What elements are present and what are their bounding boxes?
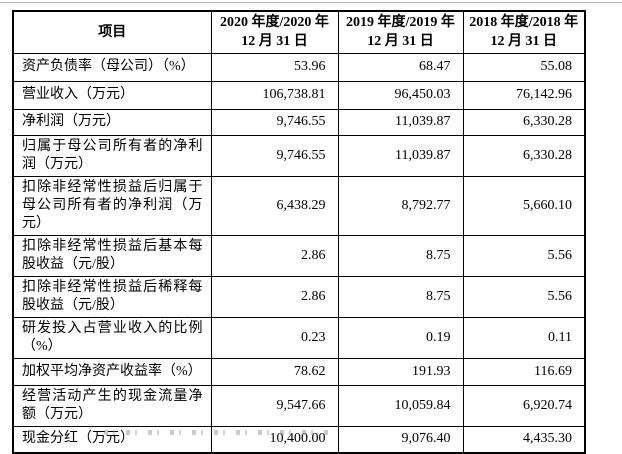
financial-indicators-table: 项目 2020 年度/2020 年 12 月 31 日 2019 年度/2019…	[12, 10, 586, 454]
row-item-label: 归属于母公司所有者的净利润（万元）	[12, 134, 212, 177]
value-2020: 2.86	[210, 275, 339, 318]
value-2019: 8.75	[337, 234, 464, 277]
value-2019: 191.93	[337, 357, 464, 386]
value-2020: 78.62	[210, 357, 339, 386]
row-item-label: 研发投入占营业收入的比例（%）	[12, 316, 212, 359]
table-row: 扣除非经常性损益后归属于母公司所有者的净利润（万元） 6,438.29 8,79…	[12, 175, 586, 236]
value-2020: 9,547.66	[210, 384, 339, 427]
column-header-2019: 2019 年度/2019 年 12 月 31 日	[337, 10, 464, 54]
value-2019: 8,792.77	[337, 175, 464, 236]
table-row: 营业收入（万元） 106,738.81 96,450.03 76,142.96	[12, 80, 586, 110]
row-item-label: 扣除非经常性损益后稀释每股收益（元/股）	[12, 275, 212, 318]
row-item-label: 营业收入（万元）	[12, 80, 212, 110]
column-header-2020: 2020 年度/2020 年 12 月 31 日	[210, 10, 339, 54]
table-row: 资产负债率（母公司）（%） 53.96 68.47 55.08	[12, 52, 586, 82]
table-header-row: 项目 2020 年度/2020 年 12 月 31 日 2019 年度/2019…	[12, 10, 586, 54]
row-item-label: 加权平均净资产收益率（%）	[12, 357, 212, 386]
value-2019: 68.47	[337, 52, 464, 82]
value-2018: 55.08	[462, 52, 586, 82]
table-row: 加权平均净资产收益率（%） 78.62 191.93 116.69	[12, 357, 586, 386]
value-2018: 0.11	[462, 316, 586, 359]
row-item-label: 扣除非经常性损益后基本每股收益（元/股）	[12, 234, 212, 277]
value-2020: 9,746.55	[210, 134, 339, 177]
value-2018: 116.69	[462, 357, 586, 386]
value-2020: 6,438.29	[210, 175, 339, 236]
column-header-item: 项目	[12, 10, 212, 54]
value-2018: 5,660.10	[462, 175, 586, 236]
clipped-text-remnant	[104, 430, 332, 435]
table-row: 净利润（万元） 9,746.55 11,039.87 6,330.28	[12, 108, 586, 136]
page-top-hairline	[0, 2, 622, 3]
value-2018: 5.56	[462, 275, 586, 318]
value-2018: 6,330.28	[462, 108, 586, 136]
value-2020: 53.96	[210, 52, 339, 82]
value-2018: 6,920.74	[462, 384, 586, 427]
value-2018: 6,330.28	[462, 134, 586, 177]
table-row: 经营活动产生的现金流量净额（万元） 9,547.66 10,059.84 6,9…	[12, 384, 586, 427]
value-2020: 9,746.55	[210, 108, 339, 136]
value-2019: 0.19	[337, 316, 464, 359]
column-header-2018: 2018 年度/2018 年 12 月 31 日	[462, 10, 586, 54]
row-item-label: 经营活动产生的现金流量净额（万元）	[12, 384, 212, 427]
table-row: 研发投入占营业收入的比例（%） 0.23 0.19 0.11	[12, 316, 586, 359]
value-2018: 76,142.96	[462, 80, 586, 110]
value-2019: 8.75	[337, 275, 464, 318]
value-2019: 10,059.84	[337, 384, 464, 427]
table-row: 归属于母公司所有者的净利润（万元） 9,746.55 11,039.87 6,3…	[12, 134, 586, 177]
value-2020: 0.23	[210, 316, 339, 359]
value-2019: 96,450.03	[337, 80, 464, 110]
row-item-label: 净利润（万元）	[12, 108, 212, 136]
value-2020: 106,738.81	[210, 80, 339, 110]
value-2020: 2.86	[210, 234, 339, 277]
value-2018: 5.56	[462, 234, 586, 277]
value-2019: 11,039.87	[337, 134, 464, 177]
row-item-label: 扣除非经常性损益后归属于母公司所有者的净利润（万元）	[12, 175, 212, 236]
row-item-label: 资产负债率（母公司）（%）	[12, 52, 212, 82]
table-row: 扣除非经常性损益后稀释每股收益（元/股） 2.86 8.75 5.56	[12, 275, 586, 318]
value-2019: 11,039.87	[337, 108, 464, 136]
table-row: 扣除非经常性损益后基本每股收益（元/股） 2.86 8.75 5.56	[12, 234, 586, 277]
